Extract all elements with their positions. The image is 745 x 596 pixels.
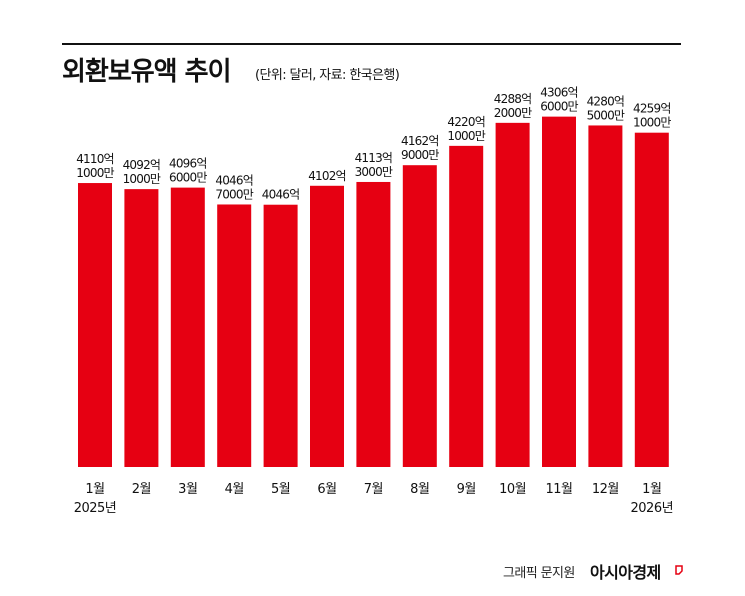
data-label: 4096억 xyxy=(169,157,207,171)
data-label: 4306억 xyxy=(540,86,578,100)
bar xyxy=(217,204,252,467)
data-label: 4220억 xyxy=(447,115,485,129)
data-label: 4092억 xyxy=(123,158,161,172)
x-tick-label: 10월 xyxy=(499,482,526,497)
data-label: 4259억 xyxy=(633,102,671,116)
data-label: 2000만 xyxy=(494,106,532,120)
data-label: 4162억 xyxy=(401,134,439,148)
bar xyxy=(402,165,437,467)
x-year-label: 2025년 xyxy=(74,501,117,516)
bar xyxy=(449,145,484,467)
data-label: 1000만 xyxy=(76,166,114,180)
brand-logo: 아시아경제 xyxy=(590,563,661,582)
x-tick-label: 1월 xyxy=(642,482,661,497)
data-label: 4102억 xyxy=(308,169,346,183)
x-tick-label: 1월 xyxy=(85,482,104,497)
x-tick-label: 12월 xyxy=(592,482,619,497)
credit-text: 그래픽 문지원 xyxy=(503,566,575,581)
x-tick-label: 9월 xyxy=(457,482,476,497)
x-tick-label: 3월 xyxy=(178,482,197,497)
data-label: 4113억 xyxy=(355,151,393,165)
x-tick-label: 2월 xyxy=(132,482,151,497)
data-label: 1000만 xyxy=(633,116,671,130)
bar xyxy=(124,189,159,468)
bar xyxy=(170,187,205,468)
x-tick-label: 11월 xyxy=(545,482,572,497)
bar xyxy=(310,185,344,467)
bar xyxy=(588,125,623,468)
chart-title: 외환보유액 추이 xyxy=(62,57,231,87)
data-label: 4046억 xyxy=(262,188,300,202)
x-tick-label: 7월 xyxy=(364,482,383,497)
bar xyxy=(495,122,530,468)
data-label: 6000만 xyxy=(540,100,578,114)
data-label: 7000만 xyxy=(215,187,253,201)
bar xyxy=(356,181,391,467)
bar xyxy=(634,132,669,467)
bar xyxy=(263,204,298,467)
data-label: 4280억 xyxy=(587,94,625,108)
data-label: 1000만 xyxy=(447,129,485,143)
data-label: 5000만 xyxy=(587,108,625,122)
data-label: 9000만 xyxy=(401,148,439,162)
bar xyxy=(78,183,112,467)
data-label: 6000만 xyxy=(169,171,207,185)
data-label: 4110억 xyxy=(76,152,114,166)
brand-mark-icon xyxy=(675,565,683,575)
x-tick-label: 8월 xyxy=(410,482,429,497)
data-label: 4046억 xyxy=(215,173,253,187)
x-tick-label: 6월 xyxy=(317,482,336,497)
x-year-label: 2026년 xyxy=(631,501,674,516)
x-tick-label: 4월 xyxy=(225,482,244,497)
data-label: 1000만 xyxy=(123,172,161,186)
data-label: 3000만 xyxy=(355,165,393,179)
chart-subtitle: (단위: 달러, 자료: 한국은행) xyxy=(255,67,399,83)
bar xyxy=(542,116,576,467)
x-tick-label: 5월 xyxy=(271,482,290,497)
data-label: 4288억 xyxy=(494,92,532,106)
